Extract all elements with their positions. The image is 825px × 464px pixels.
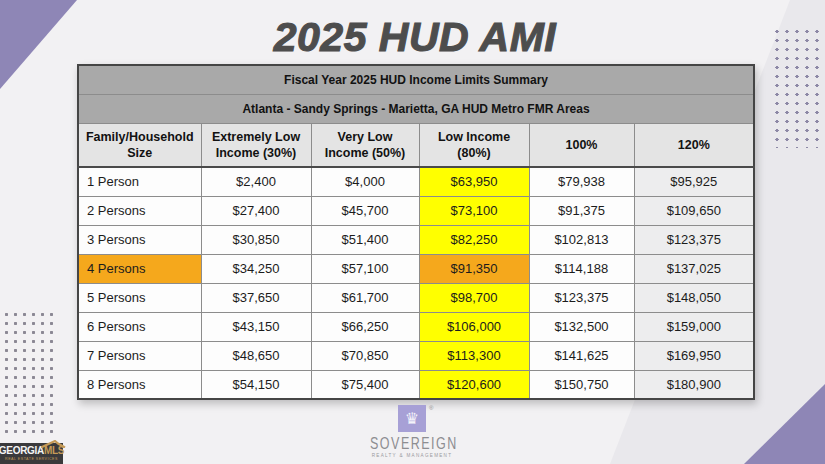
table-area-band: Atlanta - Sandy Springs - Marietta, GA H… [78, 94, 754, 123]
income-100pct-cell: $79,938 [529, 167, 634, 196]
table-column-headers: Family/Household Size Extremely Low Inco… [78, 123, 754, 167]
roof-icon [40, 440, 66, 448]
income-100pct-cell: $114,188 [529, 254, 634, 283]
table-summary-band: Fiscal Year 2025 HUD Income Limits Summa… [78, 65, 754, 94]
row-label-cell: 2 Persons [78, 196, 201, 225]
income-120pct-cell: $109,650 [634, 196, 754, 225]
triangle-top-left-decoration [0, 0, 77, 89]
low-income-cell: $120,600 [419, 370, 529, 399]
area-header: Atlanta - Sandy Springs - Marietta, GA H… [78, 94, 754, 123]
table-row: 5 Persons $37,650 $61,700 $98,700 $123,3… [78, 283, 754, 312]
extremely-low-income-cell: $37,650 [201, 283, 311, 312]
extremely-low-income-cell: $34,250 [201, 254, 311, 283]
low-income-cell: $98,700 [419, 283, 529, 312]
extremely-low-income-cell: $27,400 [201, 196, 311, 225]
table-row: 6 Persons $43,150 $66,250 $106,000 $132,… [78, 312, 754, 341]
income-120pct-cell: $95,925 [634, 167, 754, 196]
summary-header: Fiscal Year 2025 HUD Income Limits Summa… [78, 65, 754, 94]
low-income-cell: $113,300 [419, 341, 529, 370]
row-label-cell: 6 Persons [78, 312, 201, 341]
very-low-income-cell: $51,400 [311, 225, 419, 254]
dot-grid-right-decoration [772, 27, 825, 148]
table-row: 4 Persons $34,250 $57,100 $91,350 $114,1… [78, 254, 754, 283]
page-title: 2025 HUD AMI [77, 14, 753, 61]
row-label-cell: 7 Persons [78, 341, 201, 370]
extremely-low-income-cell: $2,400 [201, 167, 311, 196]
very-low-income-cell: $66,250 [311, 312, 419, 341]
income-100pct-cell: $123,375 [529, 283, 634, 312]
low-income-cell: $106,000 [419, 312, 529, 341]
very-low-income-cell: $57,100 [311, 254, 419, 283]
table-row: 2 Persons $27,400 $45,700 $73,100 $91,37… [78, 196, 754, 225]
income-120pct-cell: $123,375 [634, 225, 754, 254]
extremely-low-income-cell: $30,850 [201, 225, 311, 254]
georgia-mls-logo-tagline: REAL ESTATE SERVICES [5, 457, 58, 461]
income-100pct-cell: $132,500 [529, 312, 634, 341]
extremely-low-income-cell: $54,150 [201, 370, 311, 399]
registered-trademark-mark: ® [429, 405, 433, 411]
georgia-mls-logo: GEORGIAMLS REAL ESTATE SERVICES [0, 443, 63, 464]
row-label-cell: 5 Persons [78, 283, 201, 312]
georgia-mls-logo-georgia: GEORGIA [0, 446, 44, 456]
table-row: 7 Persons $48,650 $70,850 $113,300 $141,… [78, 341, 754, 370]
table-row: 1 Person $2,400 $4,000 $63,950 $79,938 $… [78, 167, 754, 196]
income-120pct-cell: $159,000 [634, 312, 754, 341]
low-income-cell: $63,950 [419, 167, 529, 196]
crown-icon: ♛ [405, 411, 419, 427]
hud-income-limits-table: Fiscal Year 2025 HUD Income Limits Summa… [77, 64, 755, 400]
column-header-extremely-low: Extremely Low Income (30%) [201, 123, 311, 167]
column-header-family-size: Family/Household Size [78, 123, 201, 167]
income-100pct-cell: $91,375 [529, 196, 634, 225]
sovereign-logo-name: SOVEREIGN [370, 435, 454, 453]
sovereign-logo: ♛ ® SOVEREIGN REALTY & MANAGEMENT [370, 405, 454, 458]
low-income-cell: $91,350 [419, 254, 529, 283]
sovereign-logo-tagline: REALTY & MANAGEMENT [370, 453, 454, 458]
table-row: 3 Persons $30,850 $51,400 $82,250 $102,8… [78, 225, 754, 254]
very-low-income-cell: $4,000 [311, 167, 419, 196]
income-120pct-cell: $169,950 [634, 341, 754, 370]
slide: 2025 HUD AMI Fiscal Year 2025 HUD Income… [0, 0, 825, 464]
row-label-cell: 1 Person [78, 167, 201, 196]
income-120pct-cell: $180,900 [634, 370, 754, 399]
very-low-income-cell: $70,850 [311, 341, 419, 370]
very-low-income-cell: $75,400 [311, 370, 419, 399]
income-100pct-cell: $141,625 [529, 341, 634, 370]
table-body: 1 Person $2,400 $4,000 $63,950 $79,938 $… [78, 167, 754, 399]
very-low-income-cell: $45,700 [311, 196, 419, 225]
column-header-low-income: Low Income (80%) [419, 123, 529, 167]
sovereign-logo-square: ♛ [398, 405, 426, 432]
row-label-cell: 4 Persons [78, 254, 201, 283]
income-100pct-cell: $150,750 [529, 370, 634, 399]
row-label-cell: 3 Persons [78, 225, 201, 254]
low-income-cell: $73,100 [419, 196, 529, 225]
table-row: 8 Persons $54,150 $75,400 $120,600 $150,… [78, 370, 754, 399]
income-120pct-cell: $137,025 [634, 254, 754, 283]
income-120pct-cell: $148,050 [634, 283, 754, 312]
low-income-cell: $82,250 [419, 225, 529, 254]
very-low-income-cell: $61,700 [311, 283, 419, 312]
extremely-low-income-cell: $43,150 [201, 312, 311, 341]
extremely-low-income-cell: $48,650 [201, 341, 311, 370]
income-100pct-cell: $102,813 [529, 225, 634, 254]
row-label-cell: 8 Persons [78, 370, 201, 399]
dot-grid-left-decoration [2, 310, 58, 437]
column-header-120pct: 120% [634, 123, 754, 167]
column-header-very-low: Very Low Income (50%) [311, 123, 419, 167]
column-header-100pct: 100% [529, 123, 634, 167]
